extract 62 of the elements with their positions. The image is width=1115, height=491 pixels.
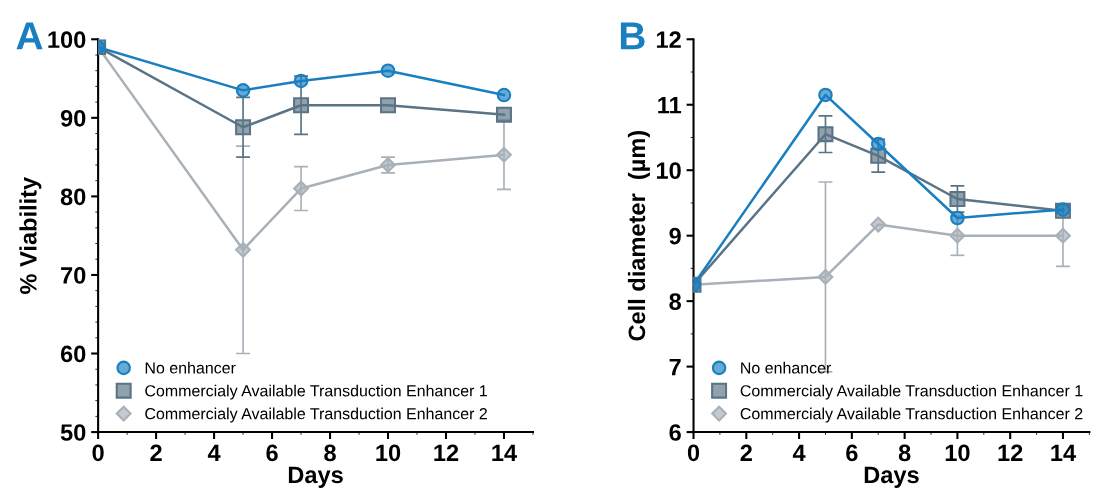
point: [293, 180, 309, 197]
point: [235, 241, 251, 258]
x-tick-label: 4: [792, 444, 806, 461]
y-tick-label: 10: [656, 162, 681, 179]
point: [817, 269, 834, 285]
x-tick-label: 10: [376, 444, 401, 462]
x-tick-label: 6: [846, 444, 858, 462]
x-tick-label: 14: [1051, 444, 1076, 461]
point: [235, 83, 251, 98]
point: [496, 146, 512, 163]
x-tick-label: 12: [998, 444, 1023, 461]
x-tick-label: 10: [945, 444, 970, 462]
x-tick-label: 2: [150, 444, 162, 461]
point: [817, 126, 834, 143]
y-tick-label: 9: [669, 227, 681, 245]
x-tick-label: 14: [492, 444, 517, 461]
y-tick-label: 6: [669, 424, 681, 441]
point: [1055, 227, 1071, 244]
legend-label: Commercialy Available Transduction Enhancer 2: [145, 407, 487, 423]
legend-label: No enhancer: [145, 361, 236, 374]
point: [949, 191, 966, 207]
y-axis-title: Cell diameter (µm): [627, 130, 650, 341]
legend-label: Commercialy Available Transduction Enhancer 1: [145, 384, 487, 400]
x-tick-label: 2: [740, 444, 752, 461]
point: [949, 227, 966, 244]
y-tick-label: 60: [60, 345, 86, 363]
x-axis-title: Days: [288, 466, 343, 488]
point: [870, 216, 887, 233]
y-tick-label: 11: [658, 97, 682, 114]
x-tick-label: 0: [92, 444, 104, 462]
y-tick-label: 8: [669, 293, 681, 310]
y-tick-label: 50: [60, 424, 86, 441]
y-axis-title: % Viability: [19, 176, 42, 294]
point: [235, 119, 252, 136]
y-tick-label: 70: [61, 267, 86, 284]
y-tick-label: 100: [48, 31, 86, 49]
point: [496, 87, 512, 103]
x-tick-label: 0: [687, 444, 700, 462]
point: [293, 73, 309, 89]
y-tick-label: 7: [669, 358, 681, 376]
chart-title: A: [16, 22, 43, 50]
x-tick-label: 8: [898, 444, 911, 462]
x-tick-label: 12: [434, 444, 459, 461]
point: [380, 63, 396, 78]
x-axis-title: Days: [864, 466, 919, 488]
legend-label: Commercialy Available Transduction Enhancer 1: [740, 384, 1083, 400]
point: [293, 97, 310, 114]
point: [870, 136, 886, 152]
legend-label: Commercialy Available Transduction Enhancer 2: [740, 407, 1083, 423]
y-tick-label: 90: [60, 109, 86, 127]
x-tick-label: 4: [207, 444, 221, 461]
point: [496, 106, 512, 123]
legend-label: No enhancer: [741, 361, 832, 374]
y-tick-label: 80: [60, 188, 86, 206]
x-tick-label: 8: [324, 444, 336, 462]
point: [950, 210, 965, 226]
x-tick-label: 6: [266, 444, 278, 462]
point: [870, 147, 887, 164]
point: [818, 87, 833, 103]
y-tick-label: 12: [656, 31, 681, 48]
chart-title: B: [620, 22, 645, 50]
point: [380, 97, 396, 114]
